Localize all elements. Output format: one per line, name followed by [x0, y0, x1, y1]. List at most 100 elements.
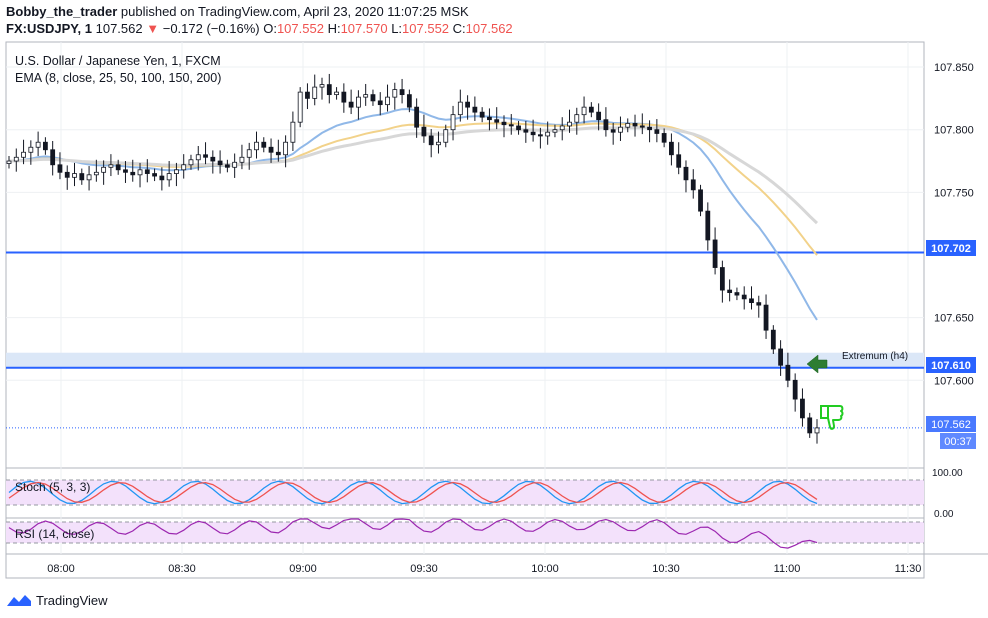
grid	[6, 42, 924, 554]
candle-body-99	[727, 289, 733, 293]
candle-body-84	[618, 126, 623, 133]
candle-body-54	[399, 89, 405, 96]
candle-body-26	[195, 154, 201, 161]
candle-body-107	[785, 364, 791, 381]
published-text: published on TradingView.com, April 23, …	[120, 4, 469, 19]
price-change: −0.172 (−0.16%)	[162, 21, 260, 36]
candle-body-19	[144, 169, 150, 174]
candle-body-101	[741, 294, 747, 300]
candle-body-10	[79, 173, 85, 181]
time-tick-6: 11:00	[774, 563, 801, 575]
arrow-left-icon[interactable]	[806, 354, 828, 374]
candle-body-52	[385, 96, 390, 106]
close-value: 107.562	[465, 21, 513, 36]
rsi-legend[interactable]: RSI (14, close)	[15, 527, 95, 541]
candle-body-13	[101, 166, 107, 173]
price-label-107-610: 107.610	[931, 360, 971, 372]
candle-body-53	[392, 89, 398, 98]
price-tick-3: 107.650	[934, 313, 974, 325]
stoch-axis-0: 0.00	[934, 509, 954, 520]
stoch-band	[6, 480, 924, 505]
candle-body-3	[28, 146, 34, 153]
candle-body-103	[756, 302, 762, 306]
thumbs-down-icon[interactable]	[820, 405, 844, 430]
price-label-box-1	[926, 240, 976, 256]
candle-body-2	[21, 151, 26, 158]
candle-body-83	[610, 129, 616, 133]
stoch-legend[interactable]: Stoch (5, 3, 3)	[15, 480, 91, 494]
high-label: H:	[327, 21, 341, 36]
candle-body-86	[632, 123, 638, 127]
candle-body-56	[414, 106, 420, 128]
candle-body-20	[152, 173, 157, 177]
stoch-axis-100: 100.00	[932, 468, 963, 479]
open-value: 107.552	[276, 21, 324, 36]
candle-body-37	[275, 151, 281, 156]
candle-body-59	[436, 141, 441, 146]
time-tick-0: 08:00	[47, 563, 75, 575]
footer-brand-text: TradingView	[36, 592, 108, 608]
price-tick-1: 107.800	[934, 125, 974, 137]
candle-body-90	[661, 133, 667, 143]
candle-body-36	[268, 146, 274, 153]
stoch-d-line	[8, 481, 818, 504]
candle-body-51	[377, 100, 383, 106]
candle-body-14	[108, 164, 114, 168]
candle-body-49	[363, 94, 369, 98]
last-price-label: 107.562	[931, 419, 971, 431]
candle-body-111	[814, 427, 820, 434]
time-axis[interactable]: 08:00 08:30 09:00 09:30 10:00 10:30 11:00 11:30	[47, 563, 921, 575]
symbol-name[interactable]: FX:USDJPY, 1	[6, 21, 92, 36]
candle-body-62	[457, 101, 463, 116]
candle-body-98	[719, 267, 725, 291]
price-tick-0: 107.850	[934, 62, 974, 74]
footer-brand[interactable]: TradingView	[6, 592, 108, 608]
candle-body-58	[428, 135, 434, 146]
candle-body-15	[115, 164, 121, 171]
candles	[6, 73, 820, 444]
candle-body-29	[217, 160, 223, 166]
candle-body-74	[545, 131, 551, 137]
candle-body-63	[465, 101, 470, 108]
candle-body-46	[341, 91, 347, 103]
candle-body-94	[690, 179, 696, 191]
candle-body-85	[625, 123, 631, 128]
candle-body-34	[254, 141, 259, 151]
time-tick-5: 10:30	[652, 563, 680, 575]
tradingview-logo-icon	[7, 595, 31, 606]
candle-body-22	[166, 173, 172, 181]
candle-body-100	[734, 292, 740, 296]
chart-title: U.S. Dollar / Japanese Yen, 1, FXCM	[15, 54, 221, 68]
candle-body-66	[487, 116, 492, 121]
last-price: 107.562	[95, 21, 143, 36]
price-label-box-2	[926, 357, 976, 373]
candle-body-47	[348, 101, 354, 108]
candle-body-102	[749, 298, 754, 304]
candle-body-44	[326, 84, 332, 96]
candle-body-11	[86, 174, 92, 181]
candle-body-77	[567, 121, 572, 127]
publish-info: Bobby_the_trader published on TradingVie…	[6, 4, 469, 19]
candle-body-33	[246, 149, 252, 158]
candle-body-7	[57, 164, 63, 173]
author-name[interactable]: Bobby_the_trader	[6, 4, 118, 19]
candle-body-40	[297, 91, 303, 123]
candle-body-31	[232, 161, 238, 168]
candle-body-24	[181, 164, 187, 171]
candle-body-88	[647, 126, 652, 131]
time-tick-7: 11:30	[895, 563, 922, 575]
open-label: O:	[263, 21, 277, 36]
candle-body-92	[676, 154, 682, 168]
candle-body-28	[210, 156, 216, 162]
candle-body-55	[406, 94, 412, 108]
candle-body-32	[239, 156, 245, 163]
candle-body-64	[472, 106, 478, 113]
price-axis[interactable]: 107.850 107.800 107.750 107.650 107.600	[934, 62, 974, 387]
annotation-text[interactable]: Extremum (h4)	[842, 351, 908, 362]
candle-body-60	[443, 129, 449, 143]
ema-legend[interactable]: EMA (8, close, 25, 50, 100, 150, 200)	[15, 71, 222, 85]
candle-body-109	[800, 398, 805, 419]
candle-body-91	[669, 141, 674, 156]
candle-body-39	[290, 121, 296, 143]
